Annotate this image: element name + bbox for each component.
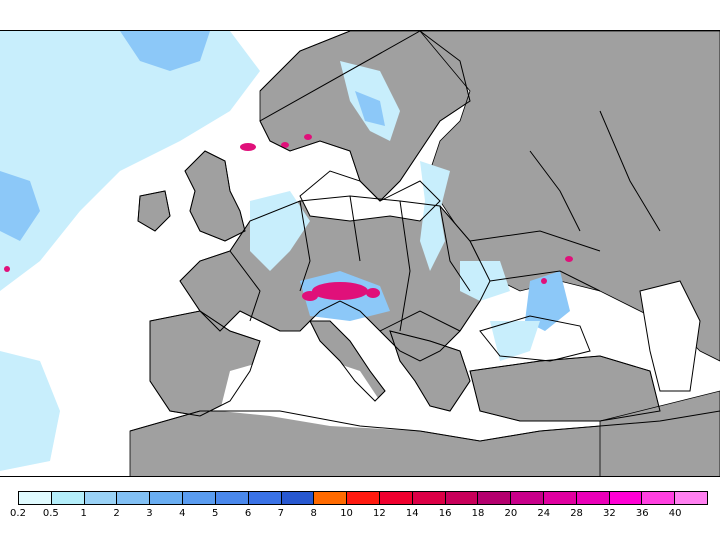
legend-swatch <box>576 492 610 504</box>
legend-swatch <box>150 492 184 504</box>
legend-tick-labels: 0.2 0.5 1 2 3 4 5 6 7 8 10 12 14 16 18 20 24 28 32 36 40 <box>10 508 708 522</box>
legend-tick-label: 4 <box>179 508 186 519</box>
legend-tick-label: 0.2 <box>10 508 26 519</box>
legend-tick-label: 16 <box>438 508 452 519</box>
heavy-precipitation <box>4 134 573 301</box>
legend-tick-label: 12 <box>373 508 386 519</box>
legend-swatch <box>19 492 52 504</box>
legend-tick-label: 18 <box>471 508 485 519</box>
legend-swatch <box>675 492 708 504</box>
coastlines-and-borders <box>129 31 720 442</box>
legend-tick-label: 0.5 <box>42 508 59 519</box>
legend-tick-label: 6 <box>244 508 252 519</box>
legend-swatch <box>478 492 512 504</box>
legend-tick-label: 36 <box>635 508 649 519</box>
legend-swatch <box>117 492 151 504</box>
legend-tick-label: 24 <box>537 508 551 519</box>
legend-tick-label: 14 <box>405 508 419 519</box>
inland-seas <box>220 171 700 431</box>
legend-tick-label: 1 <box>80 508 87 519</box>
legend-tick-label: 8 <box>310 508 317 519</box>
legend-swatch <box>314 492 348 504</box>
legend-swatch <box>183 492 216 504</box>
legend-tick-label: 5 <box>211 508 219 519</box>
legend-tick-label: 28 <box>570 508 583 519</box>
legend-swatch <box>347 492 380 504</box>
legend-tick-label: 7 <box>277 508 285 519</box>
precipitation-atlantic <box>0 31 260 471</box>
legend-swatch <box>412 492 446 504</box>
legend-swatch <box>609 492 643 504</box>
legend-tick-label: 20 <box>504 508 518 519</box>
legend-swatch <box>215 492 249 504</box>
legend-tick-label: 2 <box>113 508 120 519</box>
legend-swatch <box>544 492 577 504</box>
precipitation-map <box>0 30 720 477</box>
legend-tick-label: 40 <box>668 508 682 519</box>
precipitation-legend <box>18 491 708 505</box>
legend-swatch <box>511 492 544 504</box>
legend-swatch <box>379 492 413 504</box>
legend-swatch <box>84 492 118 504</box>
legend-tick-label: 3 <box>146 508 153 519</box>
legend-swatch <box>248 492 282 504</box>
legend-swatch <box>281 492 315 504</box>
legend-tick-label: 32 <box>603 508 616 519</box>
legend-swatch <box>642 492 676 504</box>
legend-swatch <box>445 492 479 504</box>
map-canvas <box>0 31 720 476</box>
legend-tick-label: 10 <box>340 508 353 519</box>
legend-swatch <box>51 492 85 504</box>
